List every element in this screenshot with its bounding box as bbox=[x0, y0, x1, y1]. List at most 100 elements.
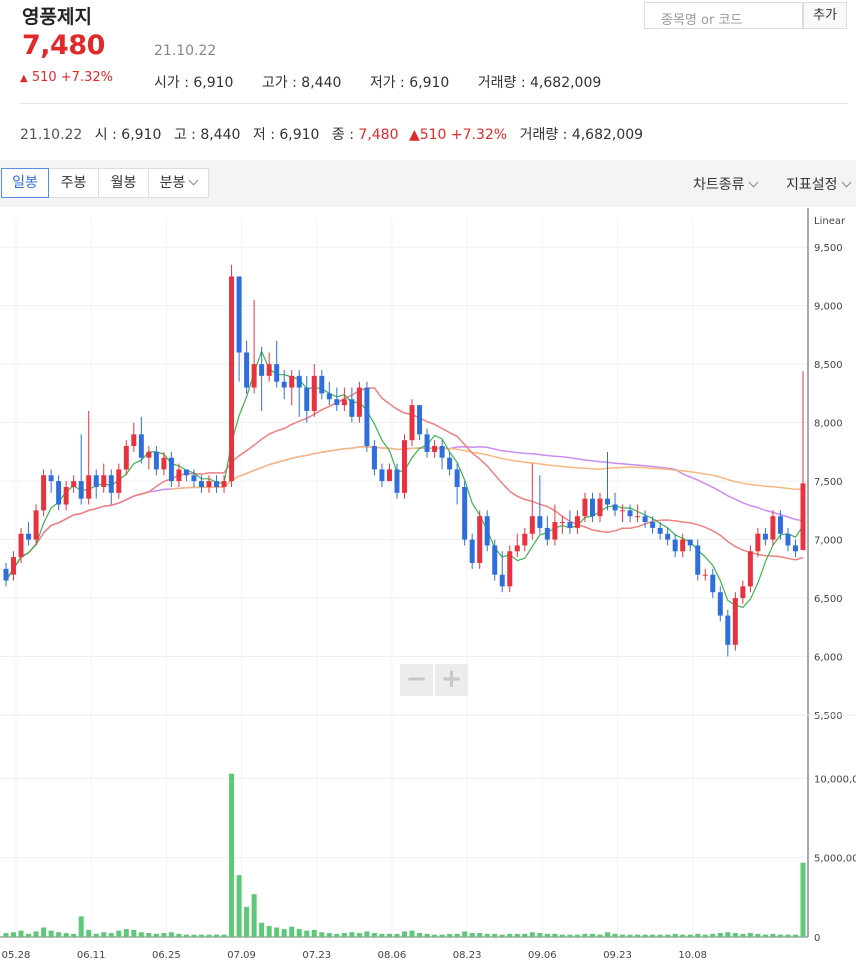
volume-bar bbox=[650, 934, 656, 937]
volume-bar bbox=[687, 934, 693, 937]
candle-body bbox=[161, 457, 167, 470]
candle-body bbox=[229, 276, 235, 482]
candle-body bbox=[78, 481, 84, 499]
price-tick-label: 7,000 bbox=[814, 536, 843, 547]
up-arrow-icon: ▲ bbox=[20, 73, 28, 84]
tab-weekly[interactable]: 주봉 bbox=[49, 168, 99, 198]
low-price: 저가 : 6,910 bbox=[369, 75, 450, 91]
candle-body bbox=[11, 557, 17, 575]
candle-body bbox=[462, 486, 468, 540]
volume-bar bbox=[582, 933, 588, 937]
ohlc-close-label: 종 : bbox=[331, 127, 354, 143]
ohlc-high: 고 : 8,440 bbox=[173, 127, 241, 143]
candle-body bbox=[18, 533, 24, 558]
volume-bar bbox=[439, 934, 445, 937]
candle-body bbox=[740, 586, 746, 599]
price-tick-label: 8,500 bbox=[814, 360, 843, 371]
stock-chart[interactable]: 9,500 9,000 8,500 8,000 7,500 7,000 6,500 6,000… bbox=[0, 208, 856, 967]
volume-bar bbox=[281, 929, 287, 937]
add-button[interactable]: 추가 bbox=[803, 2, 847, 29]
current-price: 7,480 bbox=[22, 30, 105, 61]
candle-body bbox=[221, 481, 227, 487]
quote-summary: 시가 : 6,910 고가 : 8,440 저가 : 6,910 거래량 : 4… bbox=[154, 72, 625, 92]
candle-body bbox=[702, 574, 708, 576]
zoom-out-button[interactable]: − bbox=[400, 664, 433, 696]
volume-bar bbox=[469, 933, 475, 937]
volume-bar bbox=[326, 933, 332, 937]
indicator-settings-menu[interactable]: 지표설정 bbox=[786, 174, 851, 194]
volume-bar bbox=[800, 862, 806, 937]
chevron-down-icon bbox=[748, 177, 758, 188]
volume-bar bbox=[11, 932, 17, 937]
volume-bar bbox=[755, 933, 761, 937]
candle-body bbox=[680, 539, 686, 552]
volume-bar bbox=[417, 933, 423, 937]
time-tick-label: 10.08 bbox=[678, 950, 707, 961]
candle-body bbox=[589, 498, 595, 517]
volume-bar bbox=[341, 933, 347, 937]
price-change: ▲ 510 +7.32% bbox=[20, 70, 113, 85]
chevron-down-icon bbox=[188, 175, 199, 186]
price-tick-label: 6,500 bbox=[814, 594, 843, 605]
volume-bar bbox=[229, 773, 235, 937]
candle-body bbox=[138, 434, 144, 458]
volume-bar bbox=[101, 932, 107, 937]
volume-bar bbox=[672, 933, 678, 937]
candle-body bbox=[620, 510, 626, 512]
volume-bar bbox=[574, 934, 580, 937]
candle-body bbox=[326, 393, 332, 400]
candle-body bbox=[48, 475, 54, 482]
tab-monthly[interactable]: 월봉 bbox=[99, 168, 149, 198]
volume-bar bbox=[507, 933, 513, 937]
candle-body bbox=[665, 533, 671, 540]
candle-body bbox=[116, 469, 122, 493]
volume-bar bbox=[559, 934, 565, 937]
volume-bar bbox=[680, 934, 686, 937]
volume-bar bbox=[93, 933, 99, 937]
volume-bar bbox=[665, 934, 671, 937]
candle-body bbox=[552, 522, 558, 540]
candle-body bbox=[402, 440, 407, 493]
divider bbox=[20, 103, 848, 104]
volume-bar bbox=[153, 933, 159, 937]
volume-value: 거래량 : 4,682,009 bbox=[477, 75, 602, 91]
ohlc-low: 저 : 6,910 bbox=[252, 127, 320, 143]
candle-body bbox=[289, 375, 295, 388]
candle-body bbox=[800, 483, 806, 551]
volume-bar bbox=[447, 933, 453, 937]
volume-bar bbox=[424, 933, 430, 937]
ma20-line bbox=[5, 387, 804, 581]
tab-minute[interactable]: 분봉 bbox=[149, 168, 209, 198]
candle-body bbox=[522, 533, 528, 546]
volume-bar bbox=[183, 934, 189, 937]
candle-body bbox=[26, 533, 32, 540]
candle-body bbox=[785, 533, 791, 546]
stock-search-input[interactable]: 종목명 or 코드 bbox=[644, 2, 803, 29]
volume-bar bbox=[251, 894, 257, 937]
volume-bar bbox=[522, 933, 528, 937]
volume-bar bbox=[379, 933, 385, 937]
price-tick-label: 7,500 bbox=[814, 477, 843, 488]
tab-daily[interactable]: 일봉 bbox=[1, 168, 49, 198]
candle-body bbox=[198, 481, 204, 487]
volume-bar bbox=[108, 933, 114, 937]
zoom-in-button[interactable]: + bbox=[435, 664, 468, 696]
chart-type-label: 차트종류 bbox=[693, 177, 745, 193]
volume-tick-label: 5,000,000 bbox=[814, 854, 856, 865]
volume-bar bbox=[710, 933, 716, 937]
volume-bar bbox=[236, 875, 242, 937]
indicator-label: 지표설정 bbox=[786, 177, 838, 193]
volume-bar bbox=[371, 933, 377, 937]
volume-bar bbox=[394, 933, 400, 937]
candle-body bbox=[281, 381, 287, 388]
candle-body bbox=[274, 364, 280, 382]
chart-type-menu[interactable]: 차트종류 bbox=[693, 174, 758, 194]
chevron-down-icon bbox=[841, 177, 851, 188]
volume-bar bbox=[552, 933, 558, 937]
period-tabs: 일봉 주봉 월봉 분봉 bbox=[1, 168, 209, 198]
volume-bar bbox=[116, 930, 122, 937]
scale-label: Linear bbox=[814, 216, 846, 227]
high-price: 고가 : 8,440 bbox=[261, 75, 342, 91]
candle-body bbox=[236, 276, 242, 353]
volume-bar bbox=[762, 934, 768, 937]
